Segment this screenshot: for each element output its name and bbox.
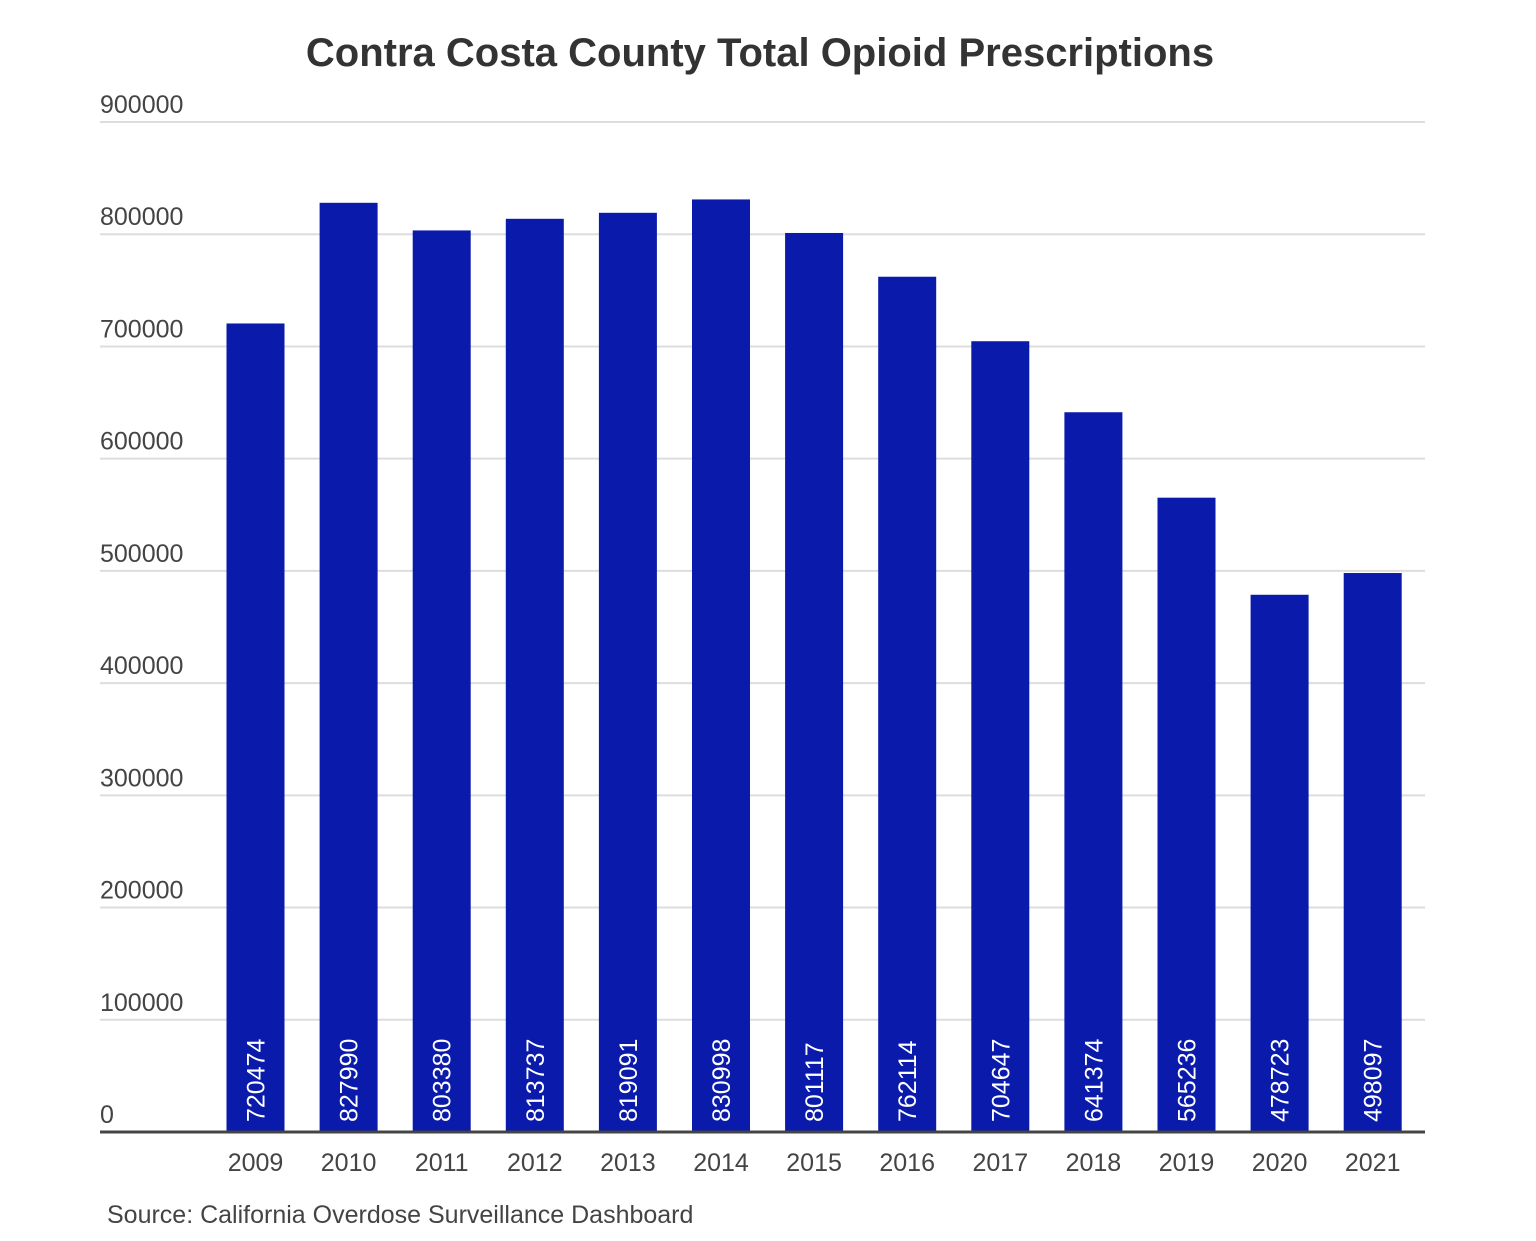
bar-2013 [598,212,657,1133]
y-tick-label: 800000 [100,203,183,231]
bar-2012 [505,218,564,1132]
data-label: 565236 [1174,1039,1202,1122]
bar-2019 [1157,497,1216,1133]
y-tick-label: 400000 [100,652,183,680]
y-tick-label: 200000 [100,877,183,905]
gridlines [100,121,1425,1021]
x-tick-label: 2016 [879,1149,935,1177]
x-tick-label: 2009 [228,1149,284,1177]
x-axis-ticks: 2009 2010 2011 2012 2013 2014 2015 2016 2017 2018… [228,1149,1401,1177]
bar-2015 [785,232,844,1133]
data-label: 830998 [708,1039,736,1122]
bar-2011 [412,230,471,1133]
y-tick-label: 500000 [100,540,183,568]
x-tick-label: 2017 [972,1149,1028,1177]
bar-2018 [1064,412,1123,1132]
x-tick-label: 2015 [786,1149,842,1177]
bar-2014 [692,199,750,1133]
x-tick-label: 2019 [1159,1149,1215,1177]
x-tick-label: 2011 [415,1149,469,1177]
x-tick-label: 2014 [693,1149,749,1177]
chart-title: Contra Costa County Total Opioid Prescri… [306,31,1214,75]
x-tick-label: 2020 [1252,1149,1308,1177]
data-label: 704647 [987,1039,1015,1122]
x-tick-label: 2018 [1066,1149,1122,1177]
y-axis-ticks: 0 100000 200000 300000 400000 500000 600000 700… [100,91,183,1129]
data-label: 819091 [615,1039,643,1122]
data-label: 803380 [429,1039,457,1122]
source-note: Source: California Overdose Surveillance… [107,1201,693,1229]
data-label: 762114 [894,1040,922,1122]
bar-2010 [319,202,378,1132]
data-label: 813737 [522,1039,550,1122]
bar-2021 [1343,573,1402,1132]
data-label: 720474 [243,1038,271,1122]
data-label: 827990 [336,1039,364,1122]
x-tick-label: 2010 [321,1149,377,1177]
y-tick-label: 600000 [100,428,183,456]
bars: 720474 827990 803380 813737 819091 830998 8011… [226,199,1402,1133]
y-tick-label: 900000 [100,91,183,119]
data-label: 498097 [1360,1039,1388,1122]
y-tick-label: 0 [100,1101,114,1129]
bar-2020 [1250,594,1309,1132]
x-tick-label: 2012 [507,1149,563,1177]
y-tick-label: 100000 [100,989,183,1017]
bar-2009 [226,323,285,1132]
bar-2016 [878,276,937,1132]
data-label: 478723 [1267,1039,1295,1122]
data-label: 641374 [1080,1038,1108,1122]
x-tick-label: 2021 [1345,1149,1401,1177]
y-tick-label: 300000 [100,764,183,792]
data-label: 801117 [801,1042,829,1122]
x-tick-label: 2013 [600,1149,656,1177]
bar-2017 [971,341,1030,1132]
y-tick-label: 700000 [100,315,183,343]
